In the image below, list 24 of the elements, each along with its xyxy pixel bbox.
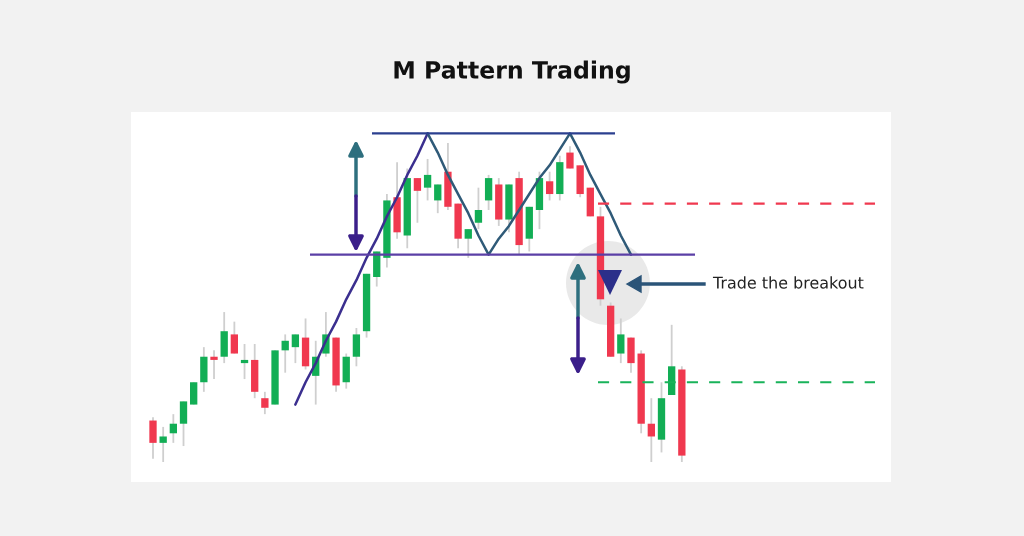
candlestick [484,173,493,211]
candlestick [190,381,198,406]
candlestick [240,343,249,380]
text: Trade the breakout [712,276,864,289]
candlestick [474,186,483,231]
candlestick [230,320,239,355]
candlestick [210,349,218,380]
candlestick [464,228,472,259]
candlestick [179,400,188,447]
candlestick [434,183,442,215]
candlestick [413,177,422,224]
candlestick [423,158,432,202]
candlestick [291,333,300,365]
candlestick [617,317,625,365]
candlestick [159,426,167,463]
candlestick [545,170,554,202]
candlestick [352,327,361,368]
candlestick [566,145,574,170]
candlestick [169,413,177,444]
candlestick [149,416,157,460]
candlestick [647,397,655,463]
candlestick [261,390,269,416]
candlestick [281,333,289,374]
chart-title: M Pattern Trading [394,60,630,84]
